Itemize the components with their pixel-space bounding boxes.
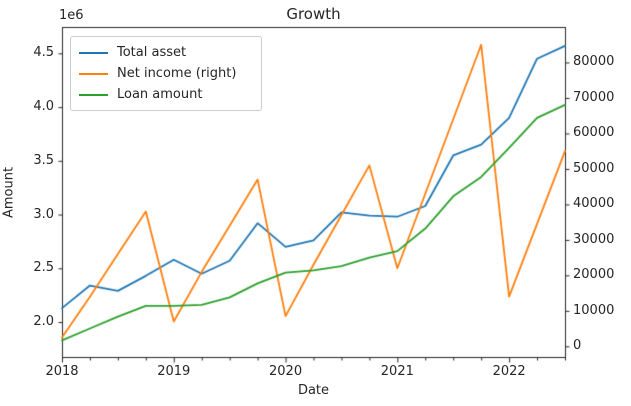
legend-entry-net-income: Net income (right)	[79, 63, 253, 84]
x-tick-label: 2020	[269, 364, 303, 379]
legend-entry-total-asset: Total asset	[79, 42, 253, 63]
y-right-tick-label: 20000	[573, 267, 615, 283]
y-left-tick-label: 3.5	[33, 152, 54, 168]
legend-label-loan-amount: Loan amount	[117, 87, 203, 102]
legend-swatch-net-income	[79, 72, 108, 75]
legend-label-total-asset: Total asset	[117, 45, 187, 60]
y-right-tick-label: 0	[573, 338, 582, 354]
y-right-tick-label: 70000	[573, 89, 615, 105]
x-tick-label: 2022	[492, 364, 526, 379]
y-right-tick-label: 50000	[573, 160, 615, 176]
y-right-tick-label: 60000	[573, 125, 615, 141]
legend-label-net-income: Net income (right)	[117, 66, 237, 81]
y-right-tick-label: 40000	[573, 196, 615, 212]
x-tick-label: 2018	[45, 364, 79, 379]
y-axis-label: Amount	[1, 166, 17, 219]
x-axis-label: Date	[297, 383, 330, 398]
legend: Total asset Net income (right) Loan amou…	[70, 36, 262, 111]
y-left-tick-label: 4.5	[33, 45, 54, 61]
y-left-tick-label: 3.0	[33, 206, 54, 222]
y-left-tick-label: 2.0	[33, 314, 54, 330]
legend-entry-loan-amount: Loan amount	[79, 84, 253, 105]
y-left-tick-label: 2.5	[33, 260, 54, 276]
y-right-tick-label: 80000	[573, 54, 615, 70]
chart-title: Growth	[286, 5, 341, 23]
legend-swatch-total-asset	[79, 51, 108, 54]
y-left-tick-label: 4.0	[33, 99, 54, 115]
y-right-tick-label: 30000	[573, 231, 615, 247]
y-axis-offset-label: 1e6	[59, 8, 84, 23]
y-right-tick-label: 10000	[573, 302, 615, 318]
x-tick-label: 2019	[157, 364, 191, 379]
legend-swatch-loan-amount	[79, 93, 108, 96]
x-tick-label: 2021	[380, 364, 414, 379]
